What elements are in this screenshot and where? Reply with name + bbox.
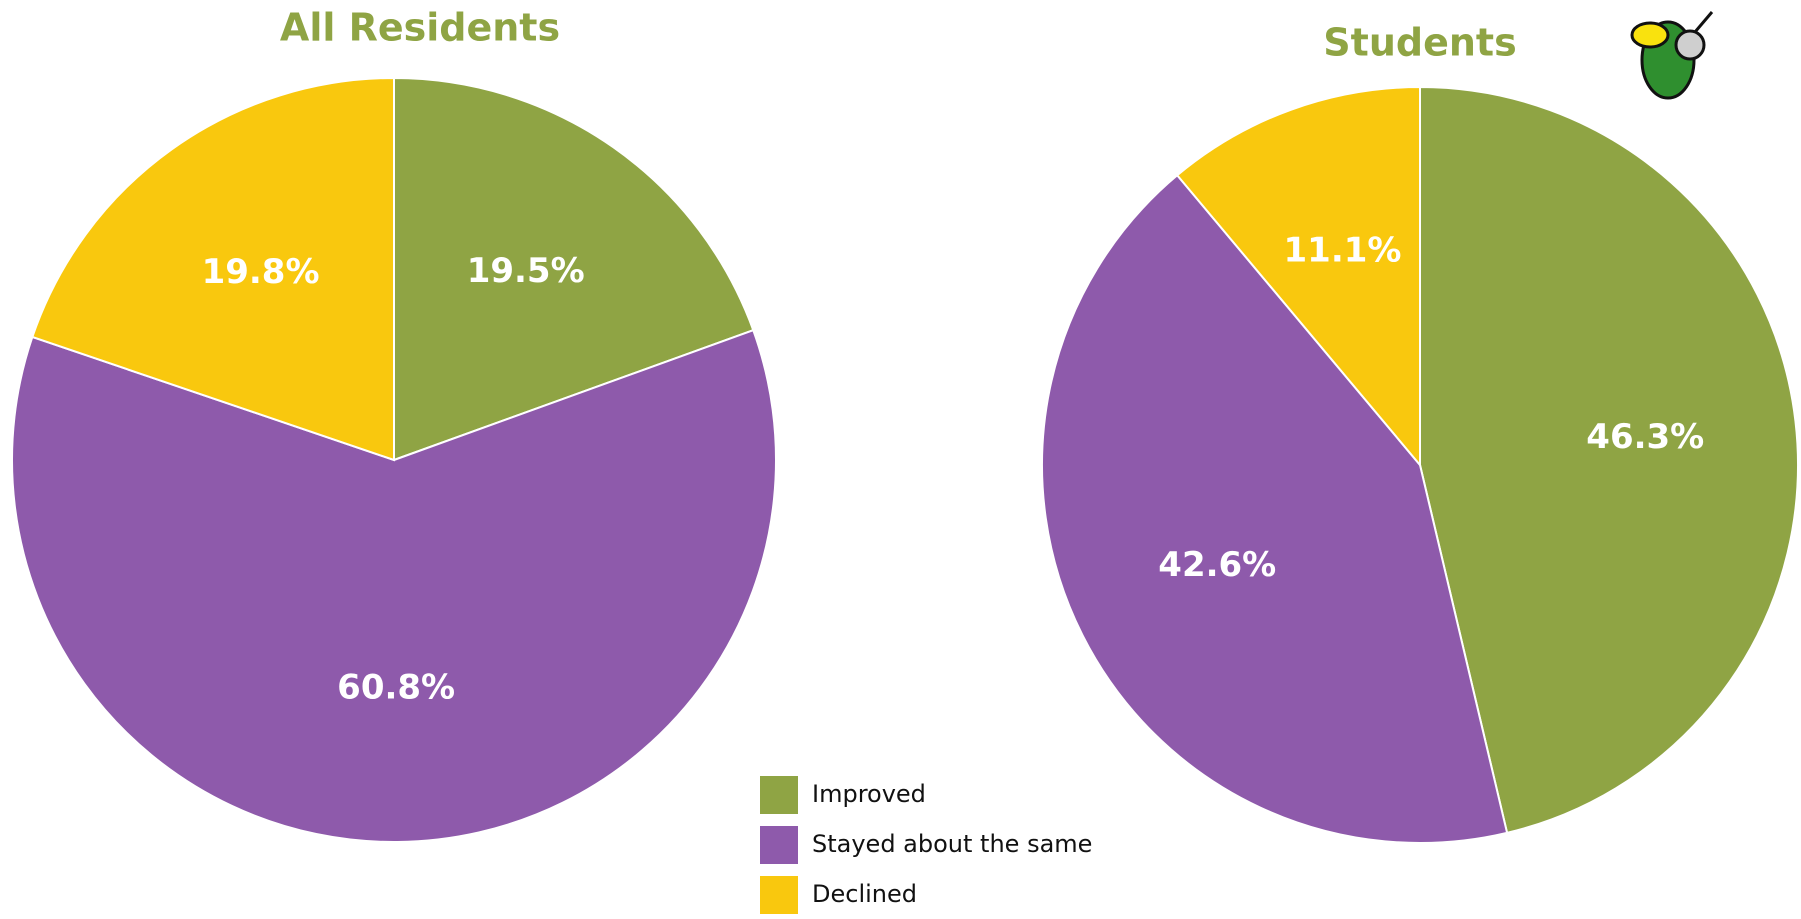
legend-swatch xyxy=(760,776,798,814)
data-label: 42.6% xyxy=(1158,545,1276,585)
mascot xyxy=(1630,11,1714,100)
pie-slice xyxy=(1175,85,1421,468)
pie-slice xyxy=(31,76,395,462)
legend-swatch xyxy=(760,826,798,864)
chart-title: Students xyxy=(1323,21,1516,65)
data-label: 46.3% xyxy=(1586,417,1704,457)
legend-label: Declined xyxy=(812,880,917,908)
data-label: 19.8% xyxy=(202,252,320,292)
legend-swatch xyxy=(760,876,798,914)
pie-slice xyxy=(1419,85,1799,835)
data-label: 19.5% xyxy=(467,251,585,291)
legend-label: Improved xyxy=(812,780,926,808)
pie-slice xyxy=(1041,173,1509,844)
chart-title: All Residents xyxy=(280,6,560,50)
pie-slice xyxy=(393,76,755,462)
data-label: 60.8% xyxy=(337,668,455,708)
pie-slice xyxy=(11,328,777,843)
legend-label: Stayed about the same xyxy=(812,830,1092,858)
data-label: 11.1% xyxy=(1284,230,1402,270)
